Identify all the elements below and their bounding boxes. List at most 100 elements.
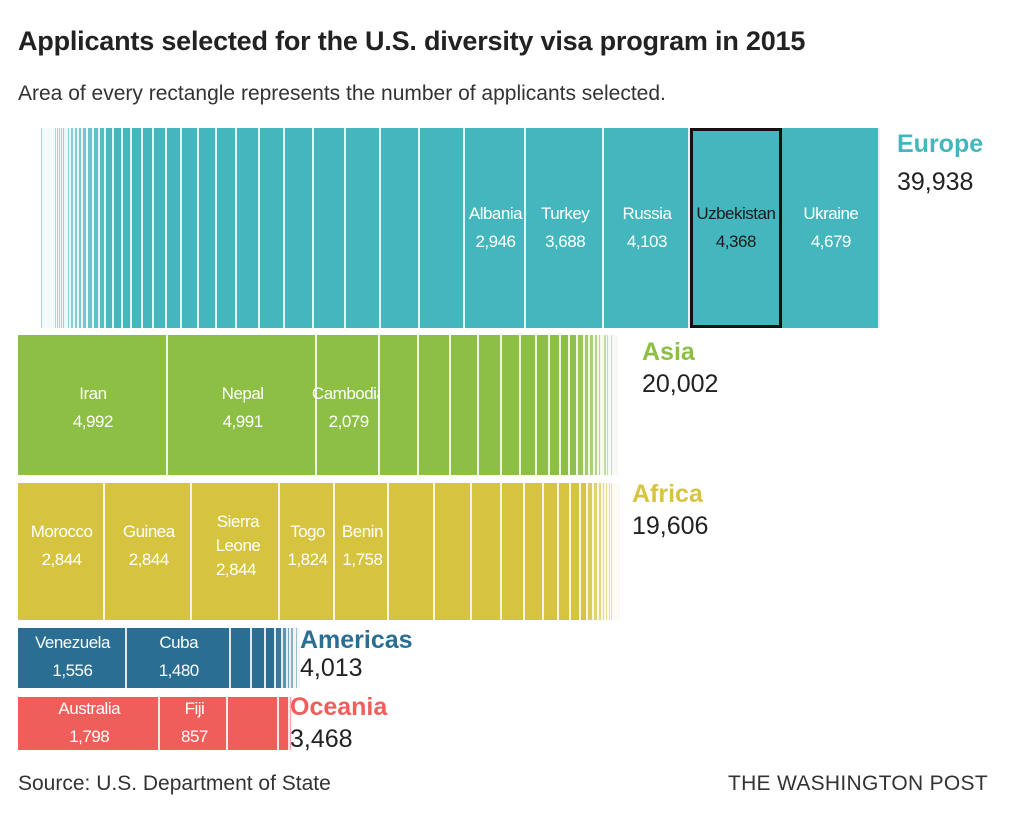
other-country-bar	[588, 483, 595, 620]
other-country-bar	[65, 128, 69, 328]
country-value-label: 4,368	[715, 232, 757, 251]
other-country-bar	[44, 128, 46, 328]
region-name-label: Africa	[632, 480, 703, 508]
other-country-bar	[570, 335, 579, 475]
other-country-bar	[122, 128, 132, 328]
other-country-bar	[93, 128, 100, 328]
country-bar	[18, 628, 127, 688]
other-country-bar	[52, 128, 54, 328]
country-bar	[603, 128, 690, 328]
other-country-bar	[608, 483, 611, 620]
other-country-bar	[379, 335, 419, 475]
other-country-bar	[525, 483, 544, 620]
other-country-bar	[615, 483, 617, 620]
country-name-label: Turkey	[540, 204, 590, 223]
other-country-bar	[613, 335, 615, 475]
other-country-bar	[418, 335, 452, 475]
other-country-bar	[230, 628, 252, 688]
other-country-bar	[616, 483, 618, 620]
other-country-bar	[536, 335, 550, 475]
other-country-bar	[142, 128, 155, 328]
country-name-label: Benin	[341, 522, 383, 541]
other-country-bar	[435, 483, 473, 620]
other-country-bar	[279, 697, 290, 750]
other-country-bar	[114, 128, 123, 328]
other-country-bar	[71, 128, 75, 328]
region-name-label: Americas	[300, 626, 413, 654]
country-value-label: 4,991	[222, 412, 264, 431]
country-name-label: Ukraine	[803, 204, 859, 223]
region-total-label: 4,013	[300, 654, 363, 682]
other-country-bar	[293, 628, 296, 688]
other-country-bar	[228, 697, 280, 750]
chart-subtitle: Area of every rectangle represents the n…	[18, 82, 666, 105]
other-country-bar	[561, 335, 571, 475]
country-value-label: 1,758	[342, 550, 383, 569]
other-country-bar	[606, 483, 609, 620]
other-country-bar	[295, 628, 297, 688]
other-country-bar	[520, 335, 537, 475]
country-bar	[690, 128, 782, 328]
other-country-bar	[584, 335, 591, 475]
region-total-label: 19,606	[632, 512, 709, 540]
other-country-bar	[389, 483, 436, 620]
other-country-bar	[285, 128, 314, 328]
country-name-label: Uzbekistan	[696, 204, 776, 223]
other-country-bar	[260, 128, 286, 328]
other-country-bar	[420, 128, 465, 328]
other-country-bar	[78, 128, 84, 328]
other-country-bar	[501, 335, 521, 475]
country-name-label: Leone	[215, 536, 261, 555]
other-country-bar	[380, 128, 421, 328]
other-country-bar	[543, 483, 559, 620]
other-country-bar	[287, 628, 292, 688]
country-value-label: 857	[181, 727, 208, 746]
other-country-bar	[345, 128, 381, 328]
country-value-label: 2,079	[328, 412, 370, 431]
other-country-bar	[291, 628, 294, 688]
publisher-credit: THE WASHINGTON POST	[727, 772, 988, 795]
other-country-bar	[106, 128, 115, 328]
other-country-bar	[296, 628, 298, 688]
country-bar	[781, 128, 880, 328]
country-value-label: 4,679	[810, 232, 852, 251]
other-country-bar	[88, 128, 94, 328]
country-value-label: 1,824	[287, 550, 328, 569]
country-bar	[167, 335, 318, 475]
country-value-label: 4,103	[626, 232, 668, 251]
other-country-bar	[182, 128, 199, 328]
other-country-bar	[617, 483, 619, 620]
other-country-bar	[41, 128, 43, 328]
country-value-label: 3,688	[545, 232, 586, 251]
country-name-label: Fiji	[184, 699, 205, 718]
other-country-bar	[58, 128, 61, 328]
region-name-label: Europe	[897, 130, 984, 158]
region-total-label: 39,938	[897, 168, 974, 196]
other-country-bar	[570, 483, 581, 620]
other-country-bar	[198, 128, 217, 328]
country-value-label: 2,946	[475, 232, 516, 251]
other-country-bar	[154, 128, 168, 328]
region-total-label: 20,002	[642, 370, 719, 398]
country-name-label: Nepal	[221, 384, 264, 403]
other-country-bar	[598, 335, 602, 475]
other-country-bar	[580, 483, 589, 620]
other-country-bar	[292, 697, 294, 750]
other-country-bar	[603, 483, 607, 620]
other-country-bar	[237, 128, 260, 328]
country-bar	[279, 483, 336, 620]
other-country-bar	[251, 628, 267, 688]
other-country-bar	[276, 628, 284, 688]
other-country-bar	[612, 483, 614, 620]
other-country-bar	[48, 128, 51, 328]
other-country-bar	[618, 483, 620, 620]
other-country-bar	[599, 483, 604, 620]
other-country-bar	[289, 697, 293, 750]
other-country-bar	[50, 128, 52, 328]
other-country-bar	[297, 628, 299, 688]
other-country-bar	[283, 628, 288, 688]
country-name-label: Morocco	[30, 522, 93, 541]
other-country-bar	[594, 483, 600, 620]
other-country-bar	[266, 628, 277, 688]
country-bar	[18, 697, 161, 750]
